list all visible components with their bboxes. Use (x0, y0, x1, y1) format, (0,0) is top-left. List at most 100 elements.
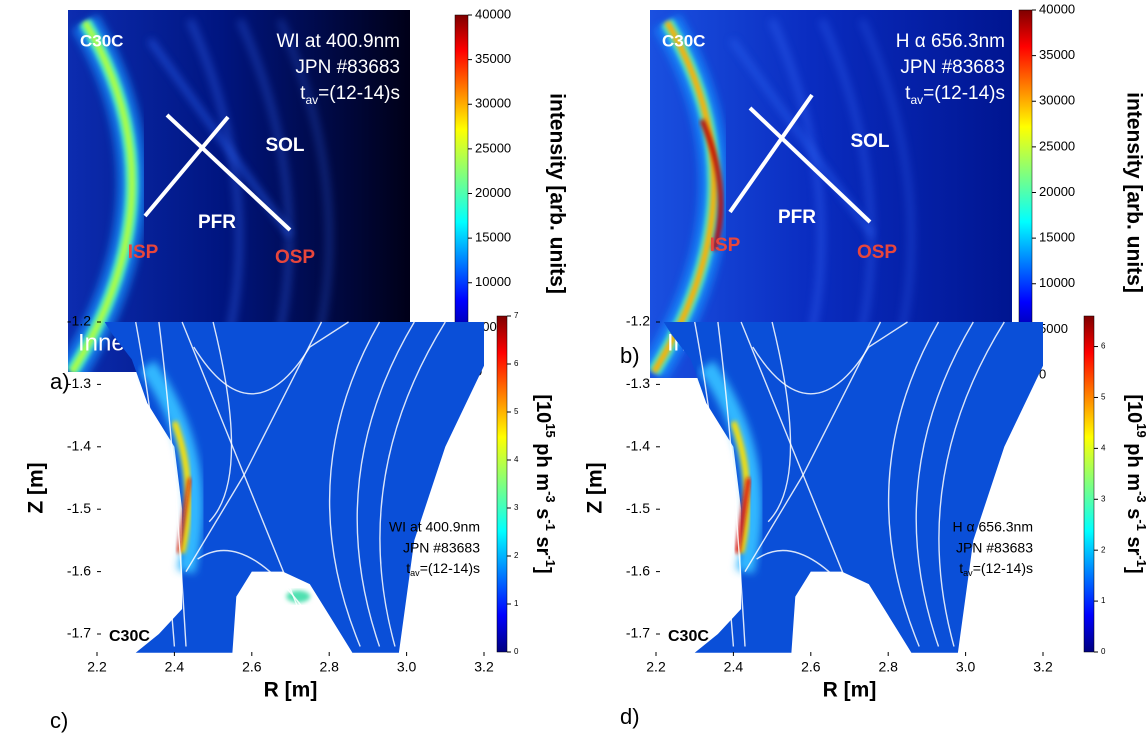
y-tick-label: -1.4 (67, 438, 91, 454)
flux-surface (185, 321, 323, 572)
emission-map (104, 321, 484, 653)
colorbar-tick-label: 3 (1101, 494, 1106, 503)
flux-surface (193, 321, 349, 395)
corner-label: C30C (80, 31, 123, 50)
text-part: s (1123, 503, 1145, 520)
text-script: 15 (543, 423, 558, 437)
annotation: JPN #83683 (403, 540, 480, 556)
colorbar (1083, 315, 1095, 653)
x-tick-label: 2.2 (87, 659, 107, 675)
colorbar-tick-label: 4 (1101, 443, 1106, 452)
colorbar-label: [1019 ph m-3 s-1 sr-1] (1123, 394, 1148, 573)
colorbar-tick-label: 35000 (1039, 47, 1075, 62)
flux-surface (915, 321, 974, 647)
colorbar-tick-label: 40000 (475, 6, 511, 21)
colorbar-tick-label: 4 (514, 455, 519, 464)
annotation: WI at 400.9nm (276, 31, 400, 52)
colorbar-tick-label: 40000 (1039, 1, 1075, 16)
text-script: av (963, 568, 973, 578)
separatrix-cross (748, 106, 872, 224)
annotation: JPN #83683 (295, 57, 400, 78)
strike-point-label: ISP (710, 235, 741, 256)
text-part: t (406, 560, 410, 576)
y-tick-label: -1.6 (67, 562, 91, 578)
colorbar-tick-label: 35000 (475, 51, 511, 66)
text-script: -1 (1134, 519, 1148, 531)
y-axis-label: Z [m] (584, 462, 607, 513)
x-tick-label: 2.4 (165, 659, 185, 675)
flux-surface (135, 321, 176, 647)
text-script: -1 (543, 519, 558, 531)
annotation: H α 656.3nm (896, 31, 1005, 52)
emission-region (663, 322, 1043, 653)
panel-label: b) (620, 343, 640, 368)
text-part: ] (532, 567, 554, 574)
colorbar-label: intensity [arb. units] (545, 93, 568, 294)
text-script: av (910, 93, 923, 107)
x-tick-label: 3.2 (474, 659, 494, 675)
colorbar-tick-label: 6 (1101, 342, 1106, 351)
panel-label: c) (50, 708, 68, 733)
separatrix-cross (728, 93, 814, 214)
annotation-time: tav=(12-14)s (406, 560, 480, 579)
emission-region (104, 322, 484, 653)
colorbar (454, 14, 469, 373)
text-script: -1 (543, 555, 558, 567)
strike-point-label: ISP (128, 242, 159, 263)
colorbar-tick-label: 5000 (1039, 321, 1068, 336)
y-tick-label: -1.2 (67, 313, 91, 329)
flux-surface (328, 321, 381, 647)
y-tick-label: -1.6 (626, 562, 650, 578)
emission-glow (139, 360, 203, 574)
y-tick-label: -1.5 (67, 500, 91, 516)
flux-surface (197, 549, 330, 647)
camera-image (68, 10, 410, 372)
flux-surface (158, 321, 187, 647)
flux-surface (694, 321, 735, 647)
emission-map (663, 321, 1043, 653)
text-part: s (532, 503, 554, 520)
x-tick-label: 2.8 (319, 659, 339, 675)
y-tick-label: -1.4 (626, 438, 650, 454)
annotation-time: tav=(12-14)s (300, 83, 400, 107)
colorbar-tick-label: 10000 (1039, 275, 1075, 290)
y-tick-label: -1.3 (67, 375, 91, 391)
colorbar-tick-label: 25000 (1039, 138, 1075, 153)
region-label: PFR (778, 207, 816, 228)
colorbar-tick-label: 2 (514, 551, 519, 560)
corner-label: C30C (668, 628, 709, 645)
colorbar-label: [1015 ph m-3 s-1 sr-1] (532, 394, 558, 573)
text-part: sr (532, 531, 554, 556)
y-tick-label: -1.3 (626, 375, 650, 391)
panel: a)05000100001500020000250003000035000400… (50, 6, 568, 393)
annotation: JPN #83683 (956, 540, 1033, 556)
colorbar-tick-label: 20000 (1039, 184, 1075, 199)
text-part: ph m (1123, 438, 1145, 491)
flux-surface (887, 321, 940, 647)
flux-surface (938, 321, 1005, 647)
x-axis-label: R [m] (823, 679, 877, 702)
emission-leg (147, 38, 293, 237)
x-tick-label: 3.0 (397, 659, 417, 675)
x-tick-label: 2.2 (646, 659, 666, 675)
colorbar-tick-label: 20000 (475, 185, 511, 200)
text-part: =(12-14)s (923, 83, 1005, 104)
annotation-time: tav=(12-14)s (905, 83, 1005, 107)
text-part: ph m (532, 438, 554, 491)
text-script: -3 (1134, 491, 1148, 503)
corner-label: C30C (662, 31, 705, 50)
flux-surface (756, 549, 889, 647)
x-tick-label: 2.6 (801, 659, 821, 675)
emission-core (69, 20, 135, 372)
text-part: [10 (1123, 394, 1145, 423)
emission-peak (699, 119, 724, 251)
x-tick-label: 3.2 (1033, 659, 1053, 675)
emission-glow (698, 360, 762, 574)
colorbar-tick-label: 1 (1101, 596, 1106, 605)
colorbar-tick-label: 7 (514, 311, 519, 320)
text-part: sr (1123, 531, 1145, 556)
colorbar-tick-label: 2 (1101, 545, 1106, 554)
